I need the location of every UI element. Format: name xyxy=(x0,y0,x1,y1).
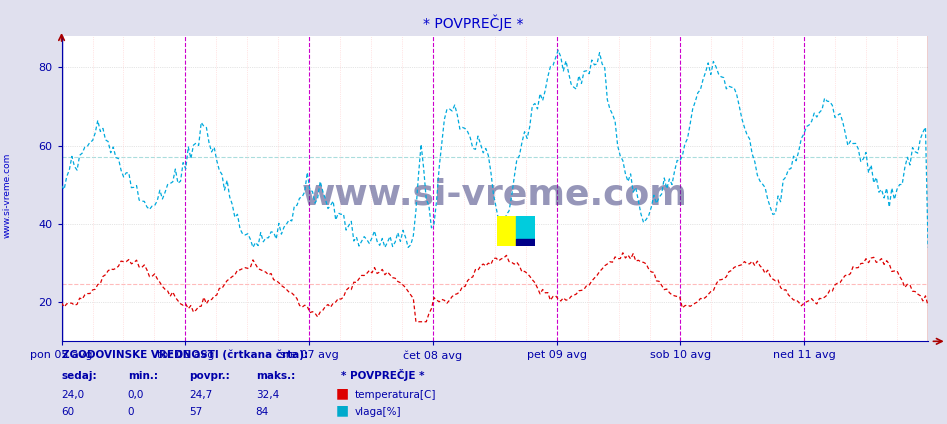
Text: 32,4: 32,4 xyxy=(256,390,279,400)
Text: vlaga[%]: vlaga[%] xyxy=(355,407,402,417)
Text: ■: ■ xyxy=(336,387,349,401)
Text: 0: 0 xyxy=(128,407,134,417)
Text: ZGODOVINSKE VREDNOSTI (črtkana črta):: ZGODOVINSKE VREDNOSTI (črtkana črta): xyxy=(62,350,308,360)
Bar xyxy=(497,216,516,246)
Text: 24,0: 24,0 xyxy=(62,390,84,400)
Text: 0,0: 0,0 xyxy=(128,390,144,400)
Text: 60: 60 xyxy=(62,407,75,417)
Text: temperatura[C]: temperatura[C] xyxy=(355,390,437,400)
Text: ■: ■ xyxy=(336,404,349,418)
Text: sedaj:: sedaj: xyxy=(62,371,98,382)
Text: min.:: min.: xyxy=(128,371,158,382)
Text: maks.:: maks.: xyxy=(256,371,295,382)
Bar xyxy=(516,216,535,238)
Text: www.si-vreme.com: www.si-vreme.com xyxy=(302,178,688,212)
Text: * POVPREČJE *: * POVPREČJE * xyxy=(341,369,424,382)
Text: www.si-vreme.com: www.si-vreme.com xyxy=(3,152,12,238)
Text: 84: 84 xyxy=(256,407,269,417)
Text: povpr.:: povpr.: xyxy=(189,371,230,382)
Bar xyxy=(516,238,535,246)
Text: 24,7: 24,7 xyxy=(189,390,213,400)
Text: 57: 57 xyxy=(189,407,203,417)
Text: * POVPREČJE *: * POVPREČJE * xyxy=(423,15,524,31)
